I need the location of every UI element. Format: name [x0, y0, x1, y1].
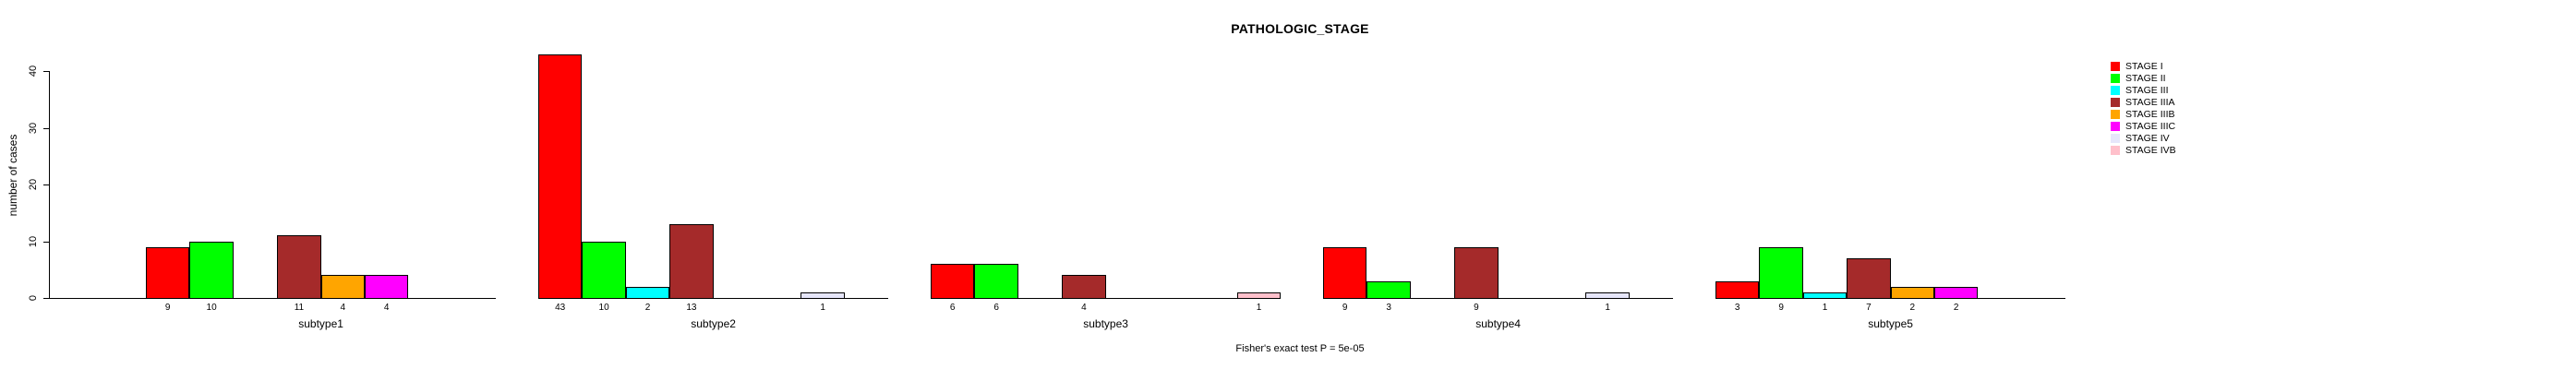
bar-value-label: 2	[1909, 303, 1916, 313]
bar-stage-ivb-subtype3	[1236, 292, 1282, 299]
bar-stage-iiib-subtype1	[320, 275, 365, 299]
bar-stage-ii-subtype2	[582, 241, 626, 299]
bar-value-label: 4	[1081, 303, 1087, 313]
bar-value-label: 3	[1386, 303, 1391, 313]
bar-value-label: 9	[1342, 303, 1348, 313]
bar-value-label: 43	[555, 303, 566, 313]
bar-stage-ii-subtype5	[1759, 246, 1803, 299]
bar-stage-iiic-subtype5	[1934, 286, 1979, 299]
bar-stage-iiic-subtype1	[365, 275, 409, 299]
y-tick	[43, 127, 50, 129]
legend-label-stage-ii: STAGE II	[2125, 73, 2166, 84]
bar-stage-iiia-subtype4	[1454, 246, 1499, 299]
bar-stage-ii-subtype4	[1366, 280, 1411, 299]
bar-value-label: 1	[1605, 303, 1610, 313]
y-tick-label: 30	[28, 122, 39, 134]
chart-title: PATHOLOGIC_STAGE	[1231, 21, 1369, 36]
bar-value-label: 2	[1953, 303, 1959, 313]
bar-value-label: 9	[164, 303, 171, 313]
y-tick	[43, 184, 50, 185]
bar-stage-iv-subtype2	[800, 292, 845, 299]
bar-value-label: 11	[294, 303, 305, 313]
group-label-subtype4: subtype4	[1475, 317, 1521, 330]
x-axis-line	[538, 298, 889, 299]
group-label-subtype5: subtype5	[1868, 317, 1913, 330]
legend-swatch-stage-ivb	[2111, 146, 2120, 155]
y-tick	[43, 71, 50, 72]
bar-stage-i-subtype4	[1323, 246, 1367, 299]
fisher-test-annotation: Fisher's exact test P = 5e-05	[1235, 343, 1365, 354]
bar-value-label: 6	[993, 303, 999, 313]
bar-value-label: 9	[1778, 303, 1784, 313]
bar-stage-iiia-subtype2	[669, 224, 714, 299]
bar-value-label: 3	[1734, 303, 1740, 313]
y-tick-label: 40	[28, 65, 39, 77]
y-axis-title: number of cases	[6, 134, 19, 217]
x-axis-line	[931, 298, 1282, 299]
group-label-subtype3: subtype3	[1083, 317, 1128, 330]
legend-swatch-stage-iv	[2111, 134, 2120, 143]
legend-label-stage-iiib: STAGE IIIB	[2125, 109, 2175, 120]
x-axis-line	[1323, 298, 1674, 299]
bar-stage-ii-subtype3	[974, 264, 1018, 299]
bar-value-label: 1	[1256, 303, 1262, 313]
bar-value-label: 13	[686, 303, 697, 313]
bar-stage-i-subtype1	[146, 246, 190, 299]
x-axis-line	[50, 298, 497, 299]
bar-value-label: 9	[1474, 303, 1479, 313]
bar-value-label: 2	[644, 303, 651, 313]
legend-label-stage-ivb: STAGE IVB	[2125, 145, 2176, 156]
bar-stage-i-subtype3	[931, 264, 975, 299]
y-tick-label: 0	[28, 294, 39, 302]
bar-stage-iiia-subtype3	[1062, 275, 1106, 299]
bar-stage-iv-subtype4	[1585, 292, 1630, 299]
bar-stage-iiib-subtype5	[1890, 286, 1934, 299]
legend-swatch-stage-iiia	[2111, 98, 2120, 107]
bar-stage-iiia-subtype1	[277, 235, 321, 299]
legend-label-stage-iii: STAGE III	[2125, 85, 2169, 96]
bar-value-label: 1	[820, 303, 825, 313]
legend-swatch-stage-iiib	[2111, 110, 2120, 119]
legend-swatch-stage-iii	[2111, 86, 2120, 95]
legend-label-stage-iv: STAGE IV	[2125, 133, 2170, 144]
bar-value-label: 1	[1822, 303, 1828, 313]
bar-stage-iii-subtype5	[1802, 292, 1848, 299]
bar-value-label: 4	[383, 303, 390, 313]
legend-label-stage-i: STAGE I	[2125, 61, 2163, 72]
bar-value-label: 10	[598, 303, 609, 313]
bar-value-label: 4	[340, 303, 346, 313]
y-tick	[43, 241, 50, 243]
y-tick	[43, 298, 50, 299]
y-tick-label: 20	[28, 178, 39, 191]
bar-stage-iii-subtype2	[625, 286, 670, 299]
bar-value-label: 6	[949, 303, 956, 313]
bar-stage-i-subtype2	[538, 54, 583, 299]
legend-swatch-stage-iiic	[2111, 122, 2120, 131]
legend-swatch-stage-ii	[2111, 74, 2120, 83]
bar-stage-iiia-subtype5	[1847, 257, 1891, 299]
group-label-subtype1: subtype1	[298, 317, 343, 330]
bar-value-label: 7	[1866, 303, 1872, 313]
legend-swatch-stage-i	[2111, 62, 2120, 71]
bar-stage-i-subtype5	[1715, 280, 1760, 299]
legend-label-stage-iiia: STAGE IIIA	[2125, 97, 2175, 108]
legend-label-stage-iiic: STAGE IIIC	[2125, 121, 2176, 132]
group-label-subtype2: subtype2	[691, 317, 736, 330]
bar-stage-ii-subtype1	[189, 241, 234, 299]
bar-value-label: 10	[206, 303, 217, 313]
y-tick-label: 10	[28, 235, 39, 247]
